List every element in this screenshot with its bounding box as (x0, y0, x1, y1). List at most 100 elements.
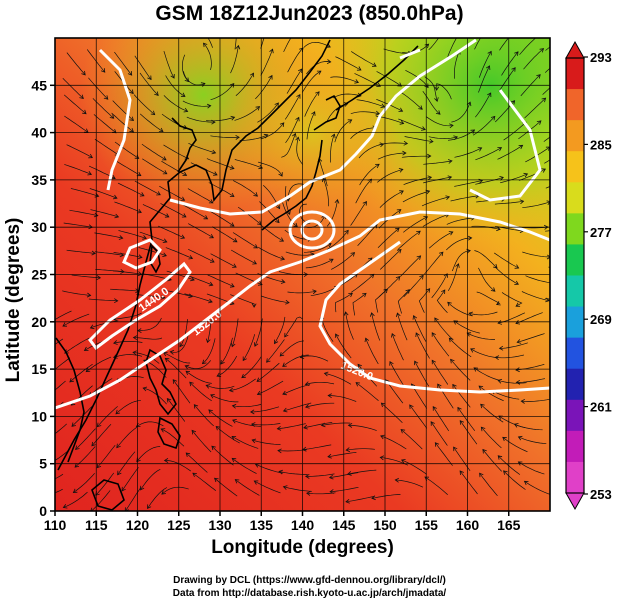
streamline (446, 237, 472, 251)
streamline (229, 378, 256, 391)
streamline (397, 230, 421, 250)
streamline (447, 263, 459, 291)
streamline (503, 121, 527, 141)
streamline (185, 452, 208, 473)
streamline (400, 255, 421, 277)
streamline-arrowhead (91, 250, 96, 256)
streamline (395, 479, 424, 488)
streamline (137, 317, 162, 332)
streamline-arrowhead (438, 251, 444, 257)
streamline (163, 95, 188, 112)
streamline-arrowhead (117, 470, 122, 476)
streamline-arrowhead (430, 421, 435, 426)
streamline-arrowhead (161, 294, 166, 300)
streamline (503, 470, 526, 490)
streamline-arrowhead (253, 192, 258, 197)
streamline-arrowhead (74, 463, 80, 468)
streamline (495, 266, 519, 285)
streamline (114, 51, 132, 76)
streamline (522, 251, 550, 258)
streamline (426, 116, 454, 127)
streamline-arrowhead (189, 381, 194, 387)
streamline-arrowhead (208, 409, 213, 414)
streamline (143, 387, 167, 405)
streamline-arrowhead (396, 209, 402, 214)
streamline (375, 288, 388, 313)
streamline-arrowhead (397, 82, 403, 87)
streamline-arrowhead (169, 349, 175, 355)
streamline-arrowhead (142, 235, 147, 240)
streamline-arrowhead (269, 48, 274, 54)
x-axis-ticks: 110 115 120 125 130 135 140 145 150 155 160 165 (44, 511, 521, 533)
streamline-arrowhead (231, 457, 237, 463)
streamline-arrowhead (279, 122, 285, 127)
streamline-arrowhead (459, 470, 464, 476)
streamline (203, 42, 212, 70)
streamline-arrowhead (425, 288, 431, 293)
streamline-arrowhead (166, 398, 172, 403)
streamline-arrowhead (111, 174, 116, 180)
streamline (391, 333, 404, 361)
streamline-arrowhead (35, 495, 39, 499)
streamline (475, 92, 492, 118)
streamline (189, 381, 212, 402)
streamline (523, 48, 544, 70)
streamline (450, 195, 479, 202)
streamline (163, 50, 175, 79)
colorbar-segment (566, 399, 584, 432)
streamline-arrowhead (185, 370, 191, 376)
streamline (501, 292, 523, 307)
streamline-arrowhead (305, 404, 310, 409)
streamline-arrowhead (205, 338, 211, 344)
streamline (518, 168, 546, 181)
streamline (231, 436, 259, 449)
streamline (355, 178, 372, 204)
streamline-arrowhead (162, 238, 168, 243)
streamline-arrowhead (252, 260, 257, 265)
streamline-arrowhead (43, 396, 47, 400)
streamline-arrowhead (228, 387, 234, 393)
streamline-arrowhead (490, 287, 496, 292)
streamline-arrowhead (162, 252, 167, 257)
streamline (55, 488, 63, 494)
streamline-arrowhead (278, 469, 284, 475)
streamline-arrowhead (158, 127, 164, 133)
streamline (447, 302, 473, 317)
y-tick-label: 15 (31, 361, 47, 377)
streamline-arrowhead (311, 111, 316, 116)
streamline (234, 38, 237, 50)
streamline (296, 137, 303, 165)
streamline-arrowhead (214, 477, 219, 483)
streamline (136, 294, 165, 299)
streamline-arrowhead (256, 377, 262, 382)
streamline-arrowhead (457, 406, 462, 412)
streamline (252, 439, 281, 445)
streamline-arrowhead (121, 486, 126, 492)
streamline-arrowhead (229, 83, 235, 88)
streamline (283, 486, 312, 492)
streamline-arrowhead (250, 422, 256, 427)
streamline-arrowhead (142, 386, 148, 392)
streamline-arrowhead (137, 208, 142, 214)
streamline-arrowhead (282, 485, 288, 490)
streamline-arrowhead (431, 332, 436, 337)
streamline-arrowhead (470, 348, 475, 353)
streamline (491, 390, 520, 400)
streamline (480, 404, 504, 423)
streamline-arrowhead (209, 258, 215, 263)
streamline (70, 188, 99, 197)
streamline-arrowhead (250, 409, 255, 415)
streamline-arrowhead (280, 256, 286, 261)
streamline-arrowhead (514, 280, 519, 285)
streamline-arrowhead (398, 168, 404, 173)
streamline (377, 152, 406, 160)
streamline-arrowhead (162, 156, 167, 161)
streamline (277, 423, 306, 430)
streamline (64, 115, 89, 133)
contours (55, 38, 550, 410)
streamline-arrowhead (115, 409, 121, 415)
streamline-arrowhead (455, 263, 460, 268)
streamline-arrowhead (296, 28, 300, 32)
streamline (305, 402, 335, 408)
streamline (212, 226, 238, 243)
